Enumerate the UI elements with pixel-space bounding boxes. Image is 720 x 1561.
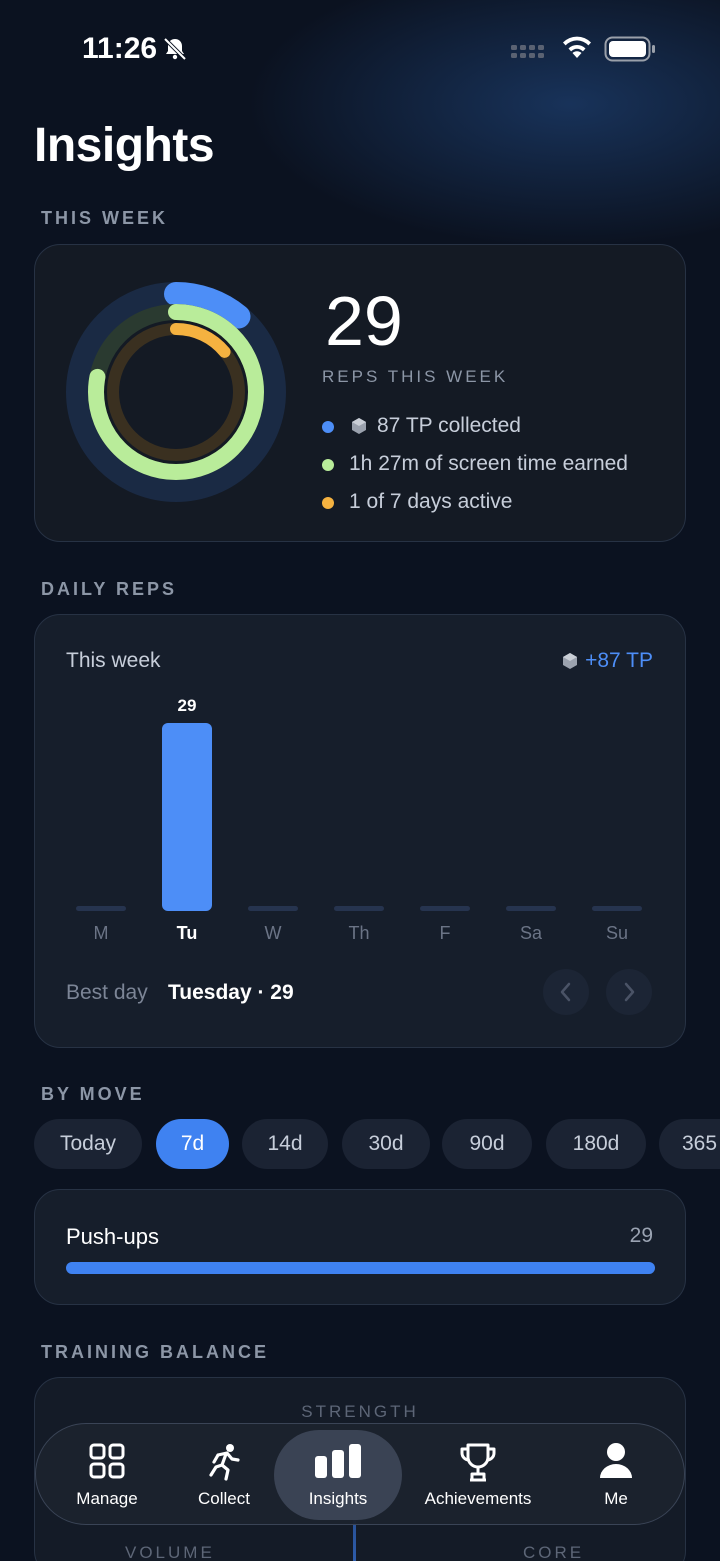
person-icon [600,1443,632,1478]
legend-dot-active-days [322,497,334,509]
chip-7d[interactable]: 7d [156,1119,229,1169]
tab-label-insights: Insights [308,1489,368,1508]
tab-insights[interactable]: Insights [274,1424,402,1526]
bar-th [334,906,384,911]
ring-progress-active-days [107,323,245,461]
tab-manage[interactable]: Manage [66,1424,148,1526]
bar-tu [162,723,212,911]
wifi-icon [563,36,591,58]
gem-icon [563,653,578,669]
bell-muted-icon [163,37,187,61]
trophy-icon [460,1443,496,1482]
tick-label-w: W [265,923,282,943]
data-label-tu: 29 [178,696,197,715]
gem-icon [352,418,366,434]
axis-label-strength: STRENGTH [301,1402,419,1421]
activity-rings [66,282,286,502]
battery-icon [604,36,655,62]
tab-collect[interactable]: Collect [184,1424,264,1526]
daily-reps-chart: M Tu 29 W Th F Sa Su [76,696,642,943]
tab-label-manage: Manage [76,1489,138,1508]
tab-bar: Manage Collect Insights Achievements [35,1423,685,1525]
bar-sa [506,906,556,911]
section-label-daily-reps: DAILY REPS [41,579,178,599]
chevron-left-icon [560,982,571,1002]
move-count: 29 [629,1224,653,1247]
tab-label-achievements: Achievements [424,1489,532,1508]
grid-icon [89,1443,125,1479]
tick-label-sa: Sa [520,923,543,943]
cellular-signal-icon [511,45,544,58]
ring-progress-tp [66,282,286,502]
legend-dot-screen-time [322,459,334,471]
best-day-label: Best day [66,981,148,1004]
this-week-card: 29 REPS THIS WEEK 87 TP collected 1h 27m… [34,244,686,542]
chip-180d[interactable]: 180d [546,1119,646,1169]
tp-badge-text: +87 TP [585,649,653,672]
previous-week-button[interactable] [543,969,589,1015]
chip-today[interactable]: Today [34,1119,142,1169]
legend-dot-tp [322,421,334,433]
section-label-by-move: BY MOVE [41,1084,145,1104]
runner-icon [209,1444,240,1481]
period-chips: Today 7d 14d 30d 90d 180d 365 [34,1119,720,1169]
tick-label-th: Th [348,923,369,943]
daily-reps-title: This week [66,649,161,672]
tick-label-tu: Tu [177,923,198,943]
tab-label-collect: Collect [198,1489,250,1508]
status-bar: 11:26 [0,0,720,100]
daily-reps-card: This week +87 TP M Tu 29 W Th F Sa Su Best day … [34,614,686,1048]
reps-this-week-label: REPS THIS WEEK [322,367,509,386]
bar-su [592,906,642,911]
status-time: 11:26 [82,32,158,65]
legend-text-active-days: 1 of 7 days active [349,490,513,513]
ring-progress-screen-time [88,304,264,480]
move-progress-fill [66,1262,655,1274]
section-label-training-balance: TRAINING BALANCE [41,1342,269,1362]
section-label-this-week: THIS WEEK [41,208,169,228]
bar-f [420,906,470,911]
tab-achievements[interactable]: Achievements [416,1424,540,1526]
move-card-push-ups[interactable]: Push-ups 29 [34,1189,686,1305]
legend-text-screen-time: 1h 27m of screen time earned [349,452,628,475]
chip-365[interactable]: 365 [659,1119,720,1169]
tick-label-su: Su [606,923,628,943]
reps-this-week-value: 29 [325,282,403,360]
move-progress-track [66,1262,655,1274]
best-day-value: Tuesday · 29 [168,981,294,1004]
tp-badge: +87 TP [563,649,653,673]
tick-label-m: M [94,923,109,943]
chip-90d[interactable]: 90d [442,1119,532,1169]
bar-w [248,906,298,911]
tab-me[interactable]: Me [576,1424,656,1526]
tab-label-me: Me [604,1489,628,1508]
bar-m [76,906,126,911]
axis-label-core: CORE [523,1543,585,1561]
page-title: Insights [34,119,215,172]
next-week-button[interactable] [606,969,652,1015]
axis-label-volume: VOLUME [125,1543,215,1561]
tick-label-f: F [440,923,451,943]
move-name: Push-ups [66,1224,159,1249]
bar-chart-icon [315,1444,361,1478]
chevron-right-icon [624,982,635,1002]
chip-14d[interactable]: 14d [242,1119,328,1169]
chip-30d[interactable]: 30d [342,1119,430,1169]
legend-text-tp: 87 TP collected [377,414,521,437]
